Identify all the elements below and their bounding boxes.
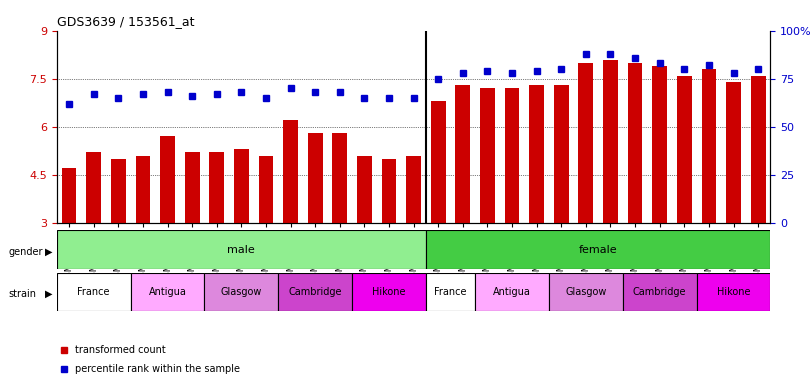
Bar: [86, 152, 101, 223]
Text: Cambridge: Cambridge: [633, 287, 686, 297]
Bar: [333, 133, 347, 223]
Bar: [530, 85, 544, 223]
Bar: [751, 76, 766, 223]
Bar: [549, 273, 623, 311]
Text: France: France: [434, 287, 467, 297]
Bar: [426, 273, 475, 311]
Text: Hikone: Hikone: [717, 287, 750, 297]
Bar: [357, 156, 371, 223]
Bar: [623, 273, 697, 311]
Bar: [209, 152, 224, 223]
Bar: [652, 66, 667, 223]
Bar: [406, 156, 421, 223]
Bar: [57, 273, 131, 311]
Bar: [352, 273, 426, 311]
Text: male: male: [227, 245, 255, 255]
Bar: [480, 88, 495, 223]
Text: transformed count: transformed count: [75, 345, 165, 355]
Bar: [308, 133, 323, 223]
Bar: [62, 168, 76, 223]
Bar: [504, 88, 519, 223]
Bar: [475, 273, 549, 311]
Text: France: France: [77, 287, 110, 297]
Bar: [131, 273, 204, 311]
Text: Glasgow: Glasgow: [565, 287, 607, 297]
Text: Antigua: Antigua: [148, 287, 187, 297]
Bar: [431, 101, 445, 223]
Text: ▶: ▶: [45, 247, 52, 257]
Bar: [135, 156, 150, 223]
Bar: [697, 273, 770, 311]
Text: female: female: [579, 245, 617, 255]
Text: Antigua: Antigua: [493, 287, 531, 297]
Text: Glasgow: Glasgow: [221, 287, 262, 297]
Text: GDS3639 / 153561_at: GDS3639 / 153561_at: [57, 15, 195, 28]
Bar: [278, 273, 352, 311]
Text: ▶: ▶: [45, 289, 52, 299]
Bar: [111, 159, 126, 223]
Text: strain: strain: [8, 289, 36, 299]
Bar: [382, 159, 397, 223]
Bar: [234, 149, 249, 223]
Bar: [726, 82, 741, 223]
FancyBboxPatch shape: [57, 230, 426, 269]
Bar: [702, 69, 716, 223]
Bar: [185, 152, 200, 223]
FancyBboxPatch shape: [426, 230, 770, 269]
Bar: [578, 63, 594, 223]
Bar: [677, 76, 692, 223]
Bar: [160, 136, 175, 223]
Bar: [603, 60, 618, 223]
Text: percentile rank within the sample: percentile rank within the sample: [75, 364, 239, 374]
Text: Hikone: Hikone: [372, 287, 406, 297]
Bar: [259, 156, 273, 223]
Text: gender: gender: [8, 247, 43, 257]
Bar: [554, 85, 569, 223]
Bar: [456, 85, 470, 223]
Bar: [283, 120, 298, 223]
Bar: [204, 273, 278, 311]
Text: Cambridge: Cambridge: [289, 287, 342, 297]
Bar: [628, 63, 642, 223]
